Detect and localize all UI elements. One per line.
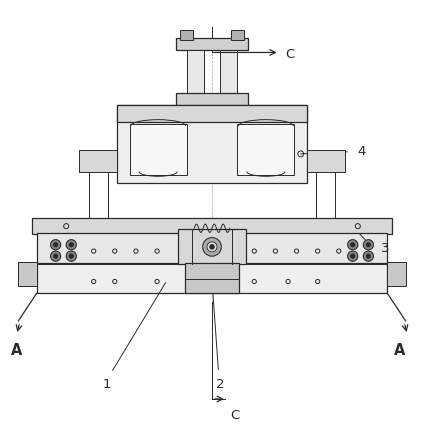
Bar [184, 263, 240, 293]
Bar [117, 105, 307, 183]
Circle shape [66, 240, 76, 250]
Circle shape [50, 240, 61, 250]
Text: A: A [394, 343, 406, 358]
Bar [178, 229, 246, 264]
Bar [388, 263, 405, 286]
Circle shape [69, 243, 73, 247]
Circle shape [363, 251, 374, 261]
Circle shape [210, 245, 214, 249]
Bar [231, 31, 244, 40]
Circle shape [203, 237, 221, 256]
Circle shape [50, 251, 61, 261]
Bar [36, 263, 388, 293]
Circle shape [366, 243, 371, 247]
Bar [176, 93, 248, 105]
Circle shape [348, 251, 358, 261]
Text: C: C [285, 48, 295, 61]
Circle shape [351, 254, 355, 258]
Bar [180, 31, 193, 40]
Text: 2: 2 [216, 378, 225, 391]
Circle shape [348, 240, 358, 250]
Text: A: A [11, 343, 22, 358]
Bar [237, 124, 294, 175]
Text: 1: 1 [102, 378, 111, 391]
Bar [220, 51, 237, 95]
Bar [117, 105, 307, 122]
Bar [187, 51, 204, 95]
Text: 4: 4 [358, 145, 366, 158]
Circle shape [53, 254, 58, 258]
Text: C: C [231, 408, 240, 422]
Circle shape [69, 254, 73, 258]
Circle shape [366, 254, 371, 258]
Bar [307, 150, 345, 171]
Circle shape [351, 243, 355, 247]
Circle shape [207, 242, 217, 252]
Bar [36, 233, 388, 264]
Circle shape [53, 243, 58, 247]
Bar [19, 263, 36, 286]
Circle shape [66, 251, 76, 261]
Bar [176, 38, 248, 51]
Bar [79, 150, 117, 171]
Bar [32, 218, 392, 234]
Circle shape [363, 240, 374, 250]
Bar [130, 124, 187, 175]
Text: 3: 3 [381, 242, 390, 256]
